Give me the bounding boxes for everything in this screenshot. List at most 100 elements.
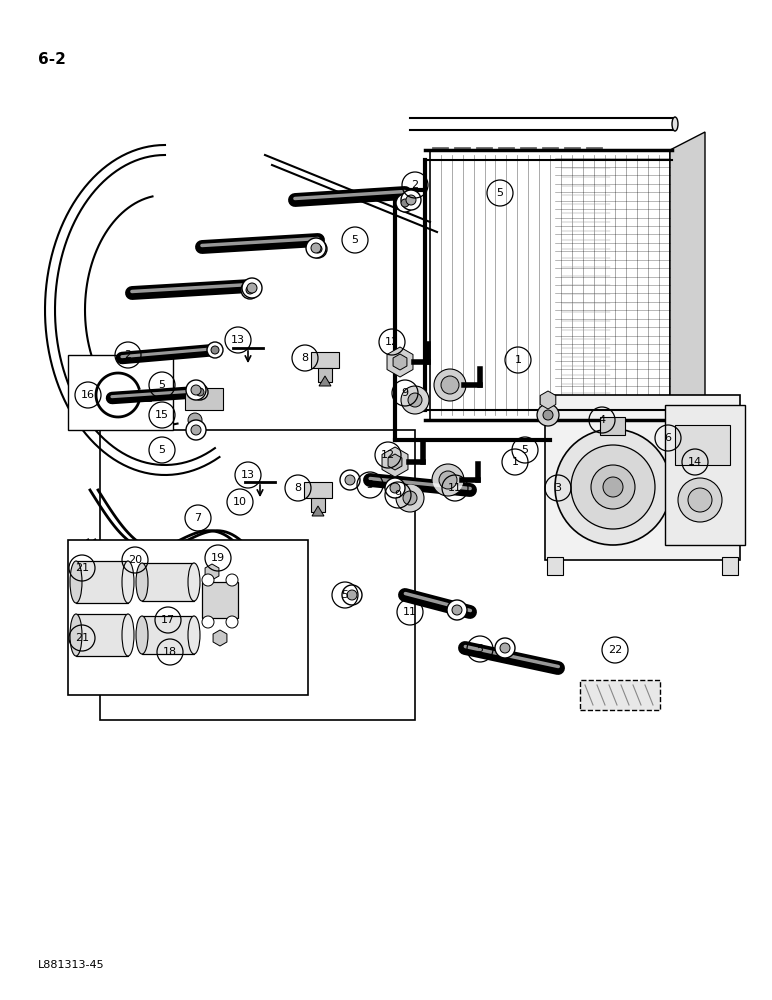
Ellipse shape [188, 563, 200, 601]
Circle shape [196, 388, 204, 396]
Text: 7: 7 [195, 513, 201, 523]
Text: 16: 16 [81, 390, 95, 400]
Circle shape [202, 616, 214, 628]
Bar [142, 616, 194, 654]
Text: 1: 1 [512, 457, 519, 467]
Ellipse shape [70, 561, 82, 603]
Circle shape [247, 283, 257, 293]
Circle shape [401, 386, 429, 414]
Circle shape [226, 574, 238, 586]
Circle shape [202, 574, 214, 586]
Circle shape [191, 385, 201, 395]
Polygon shape [387, 347, 413, 377]
Bar [547, 557, 563, 575]
Text: 4: 4 [598, 415, 605, 425]
Text: 17: 17 [161, 615, 175, 625]
Circle shape [207, 342, 223, 358]
Circle shape [186, 380, 206, 400]
Circle shape [678, 478, 722, 522]
Circle shape [688, 488, 712, 512]
Bar [142, 563, 194, 601]
Text: 5: 5 [496, 188, 503, 198]
Circle shape [543, 410, 553, 420]
Circle shape [390, 483, 400, 493]
Circle shape [406, 195, 416, 205]
Circle shape [188, 413, 202, 427]
Bar [76, 614, 128, 656]
Ellipse shape [122, 614, 134, 656]
Ellipse shape [136, 616, 148, 654]
Text: 2: 2 [411, 180, 418, 190]
Bar [185, 388, 223, 410]
Circle shape [495, 638, 515, 658]
Text: 11: 11 [403, 607, 417, 617]
Bar [665, 405, 745, 545]
Text: 8: 8 [301, 353, 309, 363]
Circle shape [385, 478, 405, 498]
Text: 5: 5 [367, 480, 374, 490]
Polygon shape [388, 454, 402, 470]
Text: 21: 21 [75, 563, 89, 573]
Circle shape [571, 445, 655, 529]
Circle shape [408, 393, 422, 407]
Bar [68, 540, 308, 695]
Text: 3: 3 [554, 483, 561, 493]
Ellipse shape [188, 616, 200, 654]
Text: 11: 11 [448, 483, 462, 493]
Circle shape [340, 470, 360, 490]
Text: 8: 8 [294, 483, 302, 493]
Circle shape [401, 199, 409, 207]
Circle shape [306, 238, 326, 258]
Bar [202, 582, 238, 618]
Text: 18: 18 [163, 647, 177, 657]
Bar [68, 355, 173, 430]
Polygon shape [393, 354, 407, 370]
Circle shape [345, 475, 355, 485]
Circle shape [537, 404, 559, 426]
Bar [580, 680, 660, 710]
Text: L881313-45: L881313-45 [38, 960, 105, 970]
Text: 5: 5 [351, 235, 358, 245]
Circle shape [246, 286, 254, 294]
Circle shape [226, 616, 238, 628]
Text: 5: 5 [341, 590, 348, 600]
Circle shape [342, 585, 362, 605]
Text: 19: 19 [211, 553, 225, 563]
Bar [318, 368, 332, 382]
Circle shape [603, 477, 623, 497]
Circle shape [447, 600, 467, 620]
Text: 1: 1 [514, 355, 522, 365]
Circle shape [401, 190, 421, 210]
Text: 6-2: 6-2 [38, 52, 66, 67]
Text: 9: 9 [401, 388, 408, 398]
Text: 5: 5 [158, 380, 165, 390]
Bar [675, 425, 730, 465]
Ellipse shape [122, 561, 134, 603]
Bar [600, 417, 625, 435]
Circle shape [500, 643, 510, 653]
Circle shape [241, 281, 259, 299]
Ellipse shape [136, 563, 148, 601]
Circle shape [309, 240, 327, 258]
Text: 21: 21 [75, 633, 89, 643]
Polygon shape [670, 132, 705, 420]
Ellipse shape [70, 614, 82, 656]
Circle shape [439, 471, 457, 489]
Text: 12: 12 [381, 450, 395, 460]
Circle shape [186, 420, 206, 440]
Text: 2: 2 [124, 350, 131, 360]
Circle shape [432, 464, 464, 496]
Bar [430, 150, 670, 420]
Text: 6: 6 [665, 433, 672, 443]
Circle shape [191, 425, 201, 435]
Text: 14: 14 [688, 457, 702, 467]
Circle shape [314, 245, 322, 253]
Text: 9: 9 [394, 490, 401, 500]
Text: 5: 5 [522, 445, 529, 455]
Circle shape [441, 376, 459, 394]
Text: 15: 15 [155, 410, 169, 420]
Polygon shape [312, 506, 324, 516]
Bar [545, 395, 740, 560]
Text: 10: 10 [233, 497, 247, 507]
Polygon shape [319, 376, 331, 386]
